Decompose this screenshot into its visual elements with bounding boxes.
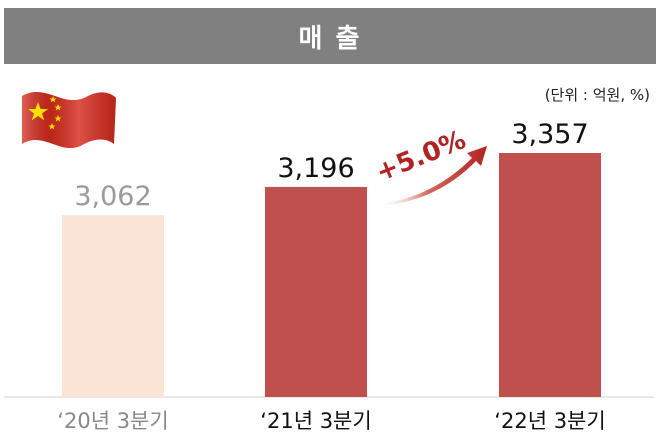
bar-1 — [62, 215, 164, 397]
growth-arrow-icon — [378, 146, 487, 206]
china-flag-icon — [22, 91, 116, 149]
category-label-3: ‘22년 3분기 — [494, 409, 605, 433]
bar-3 — [499, 153, 601, 397]
value-label-3: 3,357 — [511, 119, 588, 150]
category-label-2: ‘21년 3분기 — [260, 409, 371, 433]
unit-label: (단위 : 억원, %) — [544, 86, 650, 104]
value-label-1: 3,062 — [74, 181, 151, 212]
category-label-1: ‘20년 3분기 — [57, 409, 168, 433]
chart-title: 매 출 — [298, 23, 362, 54]
title-bar: 매 출 — [4, 8, 656, 64]
bar-2 — [265, 186, 367, 397]
value-label-2: 3,196 — [277, 153, 354, 184]
